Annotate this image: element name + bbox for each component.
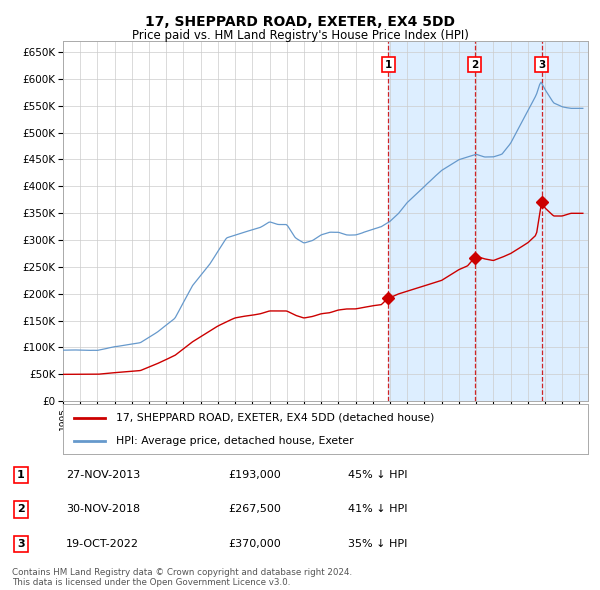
Bar: [388, 41, 475, 401]
Text: £267,500: £267,500: [228, 504, 281, 514]
Text: 45% ↓ HPI: 45% ↓ HPI: [348, 470, 407, 480]
Text: 17, SHEPPARD ROAD, EXETER, EX4 5DD (detached house): 17, SHEPPARD ROAD, EXETER, EX4 5DD (deta…: [115, 412, 434, 422]
Text: Price paid vs. HM Land Registry's House Price Index (HPI): Price paid vs. HM Land Registry's House …: [131, 30, 469, 42]
Text: HPI: Average price, detached house, Exeter: HPI: Average price, detached house, Exet…: [115, 436, 353, 446]
Text: 3: 3: [538, 60, 545, 70]
Text: 3: 3: [17, 539, 25, 549]
Text: 19-OCT-2022: 19-OCT-2022: [66, 539, 139, 549]
Text: 27-NOV-2013: 27-NOV-2013: [66, 470, 140, 480]
Bar: [542, 41, 588, 401]
Text: 2: 2: [17, 504, 25, 514]
Text: 2: 2: [471, 60, 478, 70]
Text: 35% ↓ HPI: 35% ↓ HPI: [348, 539, 407, 549]
Text: 1: 1: [17, 470, 25, 480]
Text: Contains HM Land Registry data © Crown copyright and database right 2024.
This d: Contains HM Land Registry data © Crown c…: [12, 568, 352, 587]
Bar: [475, 41, 542, 401]
Text: £193,000: £193,000: [228, 470, 281, 480]
Text: 30-NOV-2018: 30-NOV-2018: [66, 504, 140, 514]
Text: £370,000: £370,000: [228, 539, 281, 549]
Text: 41% ↓ HPI: 41% ↓ HPI: [348, 504, 407, 514]
Text: 17, SHEPPARD ROAD, EXETER, EX4 5DD: 17, SHEPPARD ROAD, EXETER, EX4 5DD: [145, 15, 455, 29]
Text: 1: 1: [385, 60, 392, 70]
